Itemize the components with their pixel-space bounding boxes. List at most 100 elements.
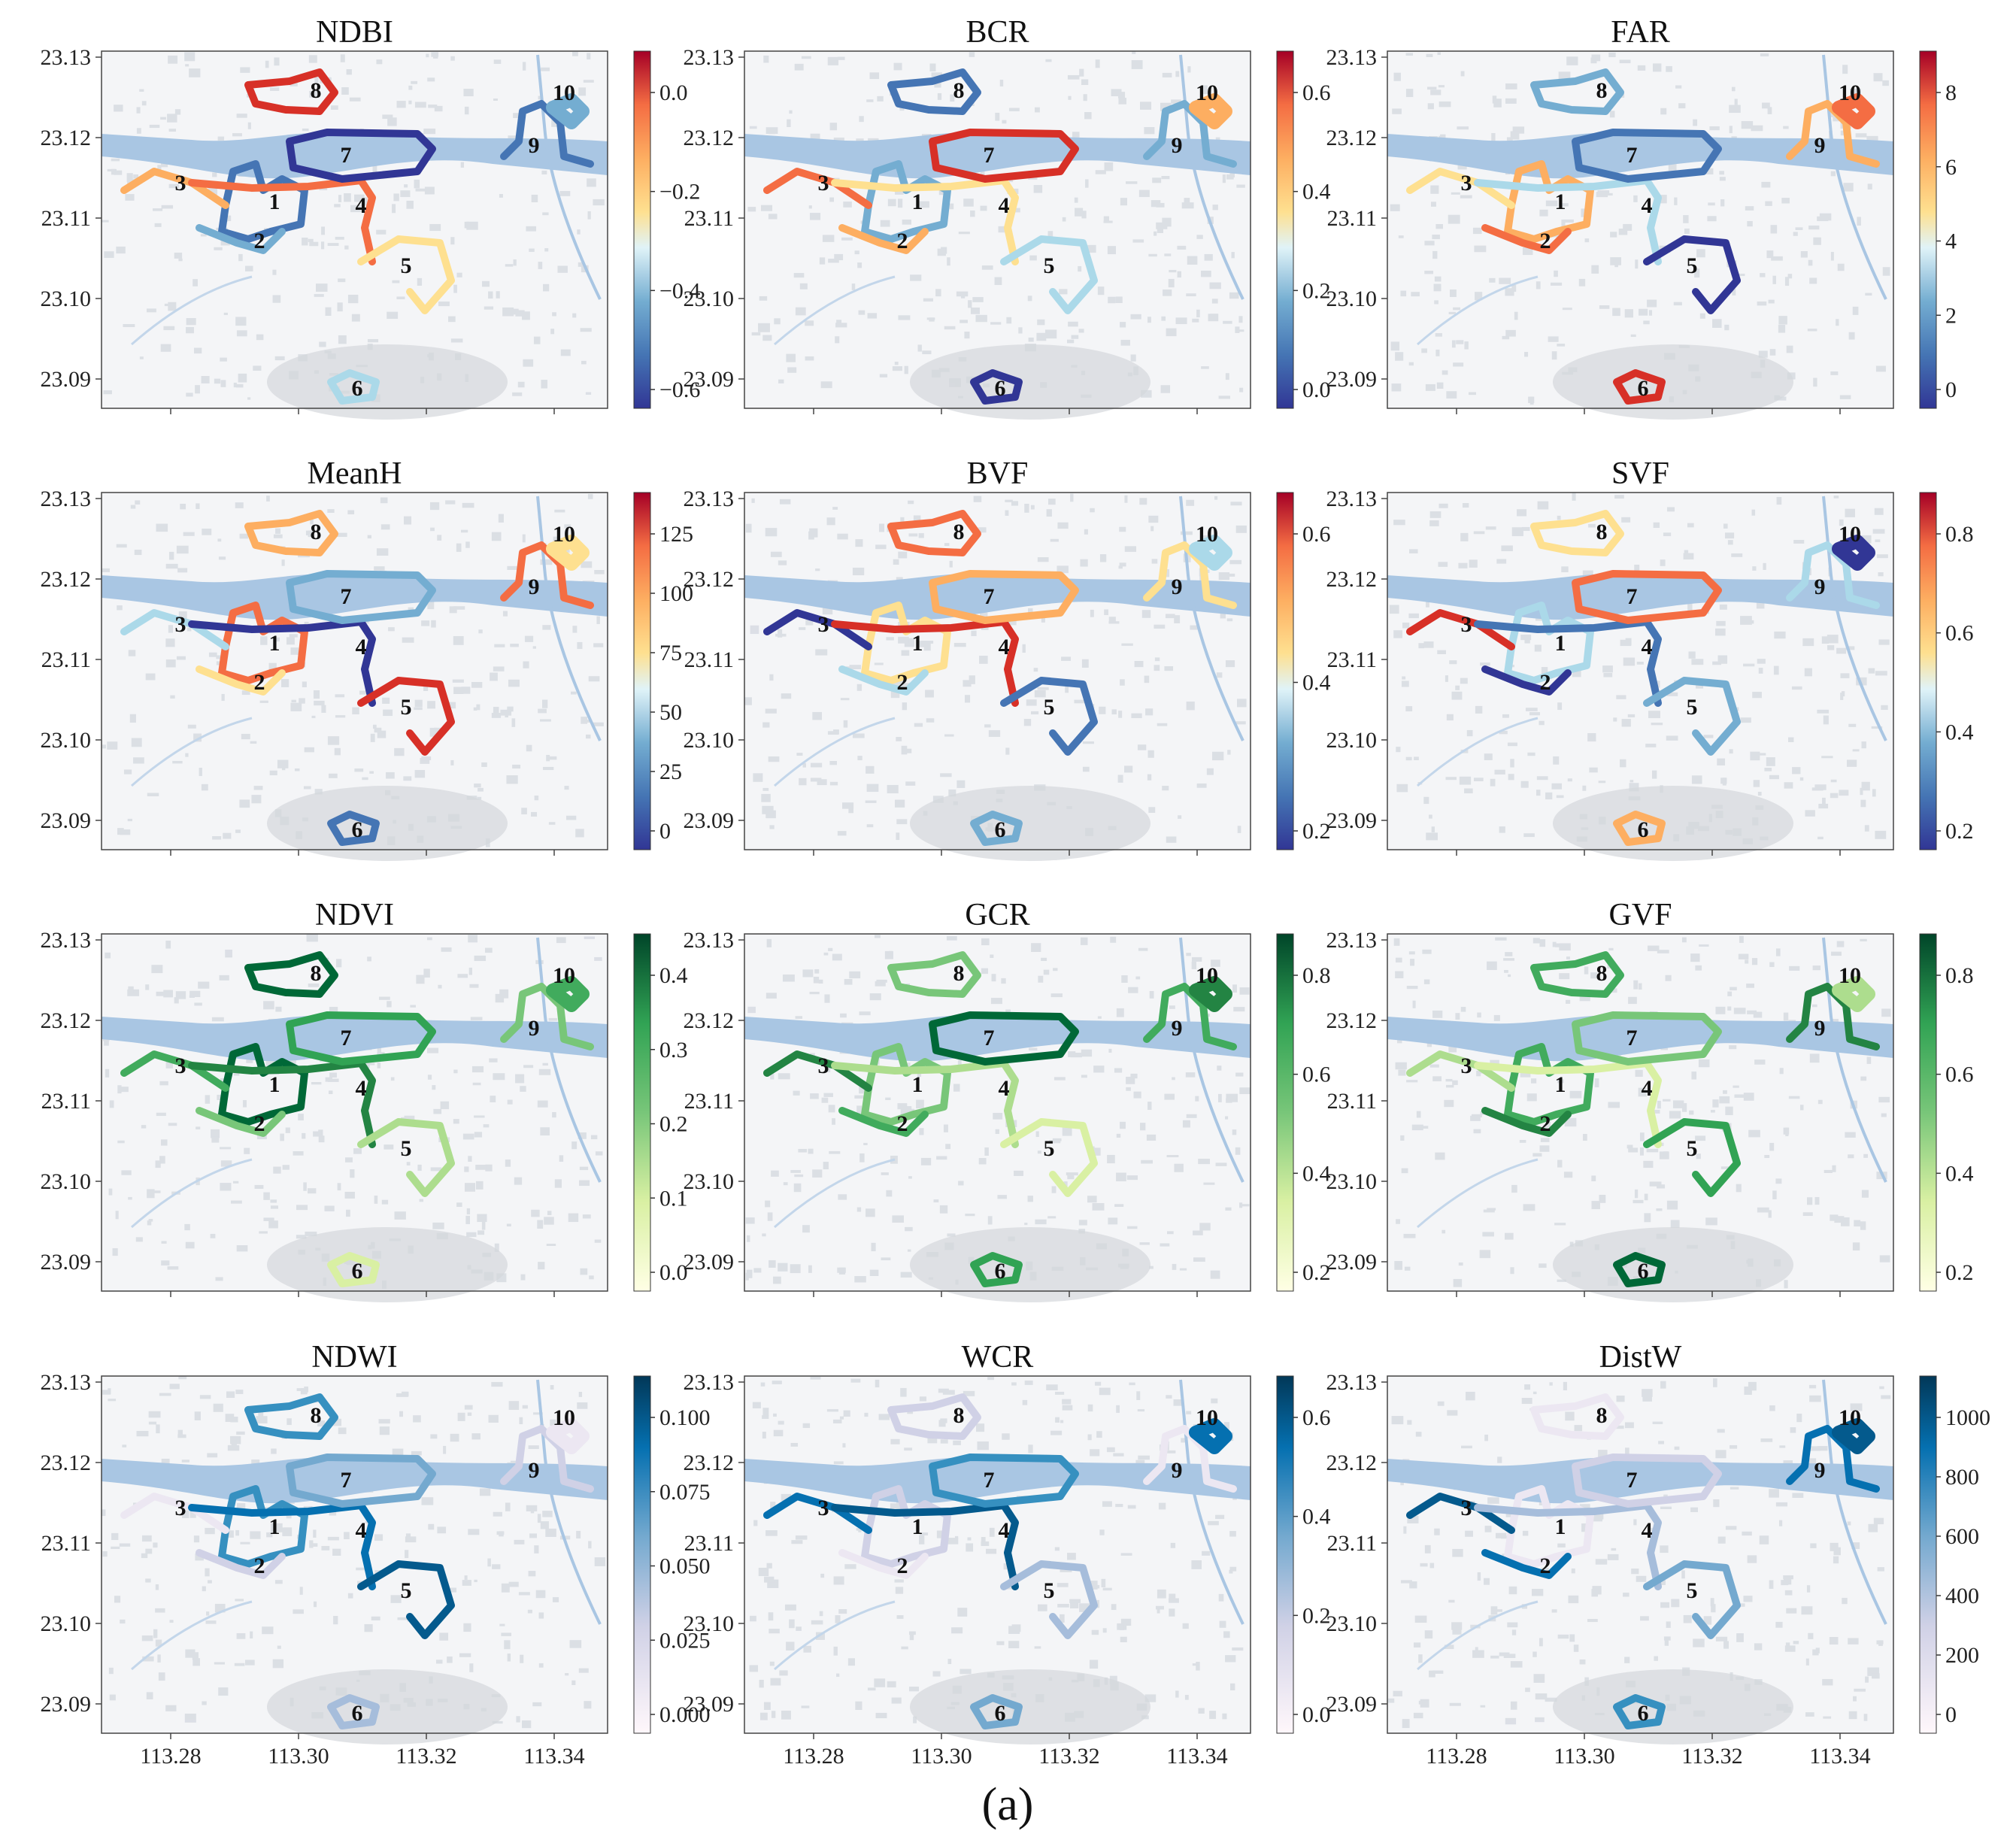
map-frame <box>744 492 1251 850</box>
lat-tick-label: 23.12 <box>1326 1450 1378 1475</box>
river <box>1387 573 1893 620</box>
canal <box>1417 717 1539 787</box>
routes <box>1406 951 1880 1287</box>
lat-tick-label: 23.10 <box>1326 286 1378 311</box>
route-number: 5 <box>1687 695 1698 720</box>
route-9 <box>500 541 594 609</box>
colorbar-tick-label: 0.0 <box>1302 377 1331 402</box>
route-6 <box>970 1694 1023 1729</box>
colorbar-tick-label: 0.100 <box>659 1405 711 1430</box>
route-6 <box>327 811 380 846</box>
route-7 <box>286 570 436 624</box>
route-10 <box>1189 535 1232 571</box>
route-number: 7 <box>341 584 352 609</box>
route-number: 7 <box>1626 1468 1638 1493</box>
route-5 <box>1000 677 1098 756</box>
colorbar <box>1919 933 1937 1292</box>
route-number: 5 <box>401 1578 412 1603</box>
route-5 <box>1643 235 1741 314</box>
colorbar-tick-label: 0.2 <box>1302 1603 1331 1628</box>
route-number: 2 <box>897 670 908 695</box>
colorbar-tick-label: 0.050 <box>659 1554 711 1579</box>
lat-tick-label: 23.11 <box>41 1089 91 1114</box>
panel-title: GCR <box>965 898 1029 932</box>
lon-tick-label: 113.28 <box>140 1744 201 1769</box>
colorbar-tick-label: 0.2 <box>1945 1260 1974 1285</box>
lat-tick-label: 23.12 <box>684 126 735 150</box>
lon-tick-label: 113.28 <box>1426 1744 1487 1769</box>
route-number: 8 <box>953 78 965 103</box>
lon-tick-label: 113.30 <box>1554 1744 1614 1769</box>
route-8 <box>244 951 338 998</box>
route-number: 6 <box>1638 1701 1649 1726</box>
route-number: 7 <box>341 1468 352 1493</box>
route-number: 2 <box>254 1554 265 1578</box>
colorbar-tick-label: 0.6 <box>1302 1062 1331 1087</box>
map-frame <box>1387 1375 1894 1734</box>
route-number: 7 <box>984 1026 995 1050</box>
route-3 <box>1406 1493 1515 1534</box>
route-number: 10 <box>1839 80 1861 105</box>
lon-tick-label: 113.32 <box>396 1744 456 1769</box>
route-number: 9 <box>529 1016 540 1041</box>
route-7 <box>1572 129 1722 183</box>
canal <box>774 1600 896 1671</box>
colorbar-tick-label: 0.2 <box>1302 278 1331 303</box>
route-2 <box>196 665 286 696</box>
lat-tick-label: 23.13 <box>41 928 92 953</box>
route-2 <box>196 1107 286 1137</box>
route-number: 5 <box>1044 253 1055 278</box>
panel-title: SVF <box>1611 456 1669 491</box>
route-number: 3 <box>1461 1053 1472 1078</box>
lat-tick-label: 23.13 <box>1326 45 1378 70</box>
route-number: 8 <box>953 520 965 544</box>
colorbar <box>633 1375 651 1734</box>
map-panel-far: FAR1234567891023.1323.1223.1123.1023.098… <box>1326 15 1957 420</box>
map-panel-ndwi: NDWI 12 3 4 5 6 7 8 9 10 23.13 23.12 23.11 23.10 23.09… <box>41 1340 711 1769</box>
canal <box>1179 1379 1244 1625</box>
route-number: 7 <box>1626 1026 1638 1050</box>
route-9 <box>1143 100 1237 168</box>
route-3 <box>120 609 229 650</box>
route-8 <box>1530 68 1624 115</box>
route-number: 1 <box>912 631 923 656</box>
colorbar-tick-label: 0.4 <box>1945 720 1974 744</box>
urban-block <box>267 1669 508 1744</box>
route-10 <box>546 535 590 571</box>
urban-block <box>910 786 1150 861</box>
colorbar <box>633 933 651 1292</box>
colorbar-tick-label: 0 <box>1945 1702 1957 1727</box>
lat-tick-label: 23.10 <box>41 728 92 753</box>
route-number: 2 <box>897 229 908 253</box>
route-number: 6 <box>1638 1259 1649 1284</box>
map-panel-ndbi: NDBI 12 3 4 5 6 7 8 9 10 23.13 23.12 23.11 23.10 23.09… <box>41 15 700 420</box>
route-10 <box>1832 976 1875 1012</box>
colorbar-tick-label: 0.4 <box>659 963 688 988</box>
lat-tick-label: 23.12 <box>1326 567 1378 592</box>
panel-title: BCR <box>966 15 1029 50</box>
urban-block <box>910 1669 1150 1744</box>
route-number: 8 <box>311 961 322 986</box>
route-number: 10 <box>1839 522 1861 547</box>
route-number: 3 <box>818 171 829 196</box>
route-8 <box>244 68 338 115</box>
route-number: 2 <box>1540 1111 1551 1136</box>
route-number: 2 <box>1540 1554 1551 1578</box>
canal <box>1822 937 1887 1183</box>
route-6 <box>1613 369 1666 405</box>
route-number: 3 <box>175 171 186 196</box>
lat-tick-label: 23.11 <box>41 1531 91 1556</box>
routes <box>120 1393 594 1729</box>
route-number: 10 <box>1196 963 1218 988</box>
route-8 <box>887 510 981 556</box>
lat-tick-label: 23.11 <box>41 647 91 672</box>
colorbar-tick-label: 0.0 <box>659 80 688 105</box>
route-number: 10 <box>553 522 575 547</box>
route-number: 1 <box>269 1072 280 1097</box>
canal <box>131 1600 253 1671</box>
river <box>102 573 608 620</box>
urban-block <box>267 344 508 420</box>
route-7 <box>286 1453 436 1508</box>
lat-tick-label: 23.09 <box>1326 1692 1378 1717</box>
